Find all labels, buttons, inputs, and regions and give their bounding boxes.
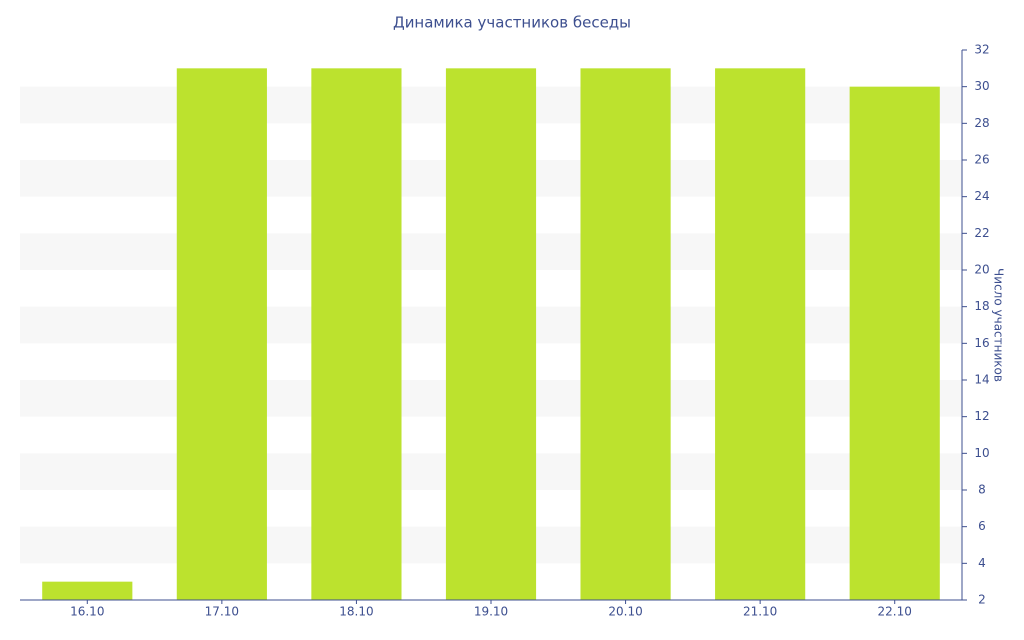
x-tick-label: 20.10 <box>608 605 642 619</box>
y-tick-label: 12 <box>974 409 989 423</box>
bar <box>445 68 537 601</box>
y-tick-label: 32 <box>974 43 989 57</box>
x-tick-label: 18.10 <box>339 605 373 619</box>
bar <box>176 68 267 601</box>
x-tick-label: 16.10 <box>70 605 104 619</box>
y-tick-label: 24 <box>974 189 989 203</box>
x-tick-label: 22.10 <box>878 605 912 619</box>
y-tick-label: 14 <box>974 373 989 387</box>
x-tick-label: 21.10 <box>743 605 777 619</box>
y-tick-label: 10 <box>974 446 989 460</box>
bar <box>849 86 940 600</box>
y-tick-label: 20 <box>974 263 989 277</box>
y-tick-label: 2 <box>978 593 986 607</box>
y-tick-label: 30 <box>974 79 989 93</box>
y-tick-label: 28 <box>974 116 989 130</box>
y-tick-label: 6 <box>978 519 986 533</box>
x-tick-label: 19.10 <box>474 605 508 619</box>
y-axis-label: Число участников <box>992 268 1006 382</box>
bar <box>42 581 133 600</box>
y-tick-label: 26 <box>974 153 989 167</box>
x-tick-label: 17.10 <box>205 605 239 619</box>
y-tick-label: 18 <box>974 299 989 313</box>
bar <box>311 68 402 601</box>
y-tick-label: 16 <box>974 336 989 350</box>
bar <box>715 68 806 601</box>
bar <box>580 68 671 601</box>
y-tick-label: 22 <box>974 226 989 240</box>
y-tick-label: 8 <box>978 483 986 497</box>
y-tick-label: 4 <box>978 556 986 570</box>
chart-title: Динамика участников беседы <box>393 14 631 32</box>
